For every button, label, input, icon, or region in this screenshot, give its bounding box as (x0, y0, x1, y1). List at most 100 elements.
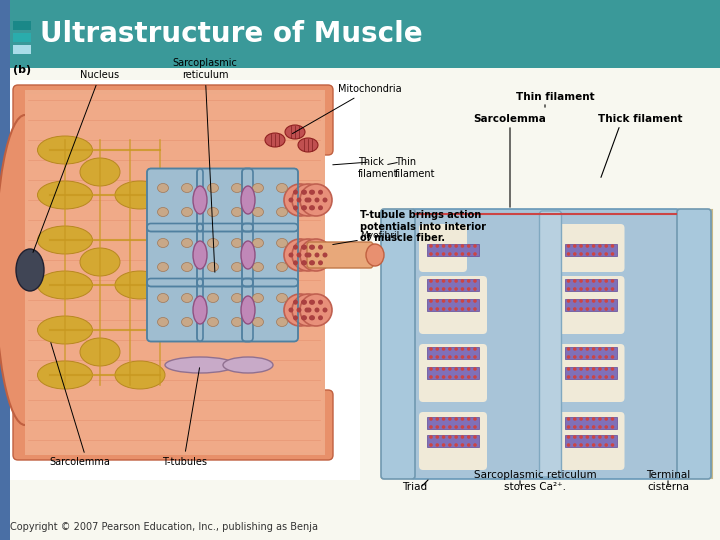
Ellipse shape (207, 262, 218, 272)
Circle shape (442, 244, 446, 248)
Circle shape (307, 307, 312, 313)
Circle shape (302, 190, 307, 195)
Circle shape (297, 253, 302, 258)
Bar (564, 244, 616, 256)
Circle shape (604, 347, 608, 351)
Circle shape (292, 239, 324, 271)
Circle shape (611, 279, 614, 283)
Circle shape (611, 287, 614, 291)
Circle shape (585, 347, 589, 351)
Ellipse shape (298, 138, 318, 152)
Circle shape (567, 355, 570, 359)
Ellipse shape (158, 207, 168, 217)
Circle shape (604, 417, 608, 421)
Ellipse shape (232, 239, 243, 247)
Circle shape (429, 307, 433, 311)
FancyBboxPatch shape (419, 344, 487, 402)
Circle shape (448, 287, 451, 291)
Circle shape (448, 417, 451, 421)
Circle shape (473, 425, 477, 429)
Circle shape (611, 435, 614, 439)
Circle shape (598, 435, 602, 439)
Ellipse shape (181, 184, 192, 192)
Circle shape (611, 443, 614, 447)
Ellipse shape (265, 133, 285, 147)
Text: Terminal
cisterna: Terminal cisterna (646, 470, 690, 492)
Circle shape (567, 279, 570, 283)
Circle shape (467, 252, 470, 256)
Circle shape (461, 443, 464, 447)
Circle shape (461, 244, 464, 248)
Circle shape (461, 435, 464, 439)
Circle shape (289, 253, 294, 258)
Bar (0, 0, 720, 68)
Circle shape (448, 367, 451, 371)
Circle shape (315, 198, 320, 202)
Circle shape (323, 253, 328, 258)
Circle shape (604, 355, 608, 359)
Circle shape (302, 315, 307, 320)
Circle shape (573, 347, 577, 351)
Circle shape (580, 252, 583, 256)
Bar (427, 299, 479, 311)
Bar (427, 417, 479, 429)
Circle shape (309, 300, 314, 305)
Circle shape (297, 198, 302, 202)
Text: Thin filament: Thin filament (516, 92, 594, 102)
Ellipse shape (241, 186, 255, 214)
Circle shape (429, 425, 433, 429)
Circle shape (585, 307, 589, 311)
Circle shape (300, 294, 332, 326)
Circle shape (567, 417, 570, 421)
Circle shape (293, 300, 298, 305)
Circle shape (297, 307, 302, 313)
Circle shape (611, 244, 614, 248)
Circle shape (467, 279, 470, 283)
Bar (13, 21, 31, 30)
Ellipse shape (158, 294, 168, 302)
Circle shape (309, 245, 314, 249)
Circle shape (567, 307, 570, 311)
Circle shape (454, 425, 458, 429)
Bar (427, 435, 479, 447)
Circle shape (567, 435, 570, 439)
FancyBboxPatch shape (419, 412, 487, 470)
Circle shape (323, 307, 328, 313)
Circle shape (573, 375, 577, 379)
Circle shape (436, 367, 439, 371)
Circle shape (300, 184, 332, 216)
Circle shape (318, 315, 323, 320)
Ellipse shape (181, 318, 192, 327)
Circle shape (573, 435, 577, 439)
Text: Ultrastructure of Muscle: Ultrastructure of Muscle (40, 20, 423, 48)
Circle shape (454, 307, 458, 311)
Circle shape (307, 253, 312, 258)
Ellipse shape (276, 207, 287, 217)
Circle shape (318, 300, 323, 305)
Circle shape (573, 307, 577, 311)
Circle shape (448, 347, 451, 351)
Circle shape (598, 287, 602, 291)
Text: Sarcoplasmic reticulum
stores Ca²⁺.: Sarcoplasmic reticulum stores Ca²⁺. (474, 470, 596, 492)
Circle shape (467, 307, 470, 311)
Bar (0, 0, 10, 540)
Circle shape (611, 375, 614, 379)
Circle shape (293, 315, 298, 320)
Circle shape (301, 205, 306, 210)
Text: Myofibril: Myofibril (360, 231, 400, 240)
Circle shape (467, 425, 470, 429)
Text: T-tubule brings action
potentials into interior
of muscle fiber.: T-tubule brings action potentials into i… (360, 210, 486, 243)
Circle shape (592, 299, 595, 303)
Circle shape (436, 425, 439, 429)
Ellipse shape (115, 271, 165, 299)
Circle shape (573, 244, 577, 248)
Circle shape (429, 355, 433, 359)
Circle shape (580, 307, 583, 311)
Text: (b): (b) (13, 65, 31, 75)
FancyBboxPatch shape (419, 224, 467, 272)
FancyBboxPatch shape (13, 85, 333, 155)
Bar (13, 33, 31, 42)
Circle shape (473, 347, 477, 351)
Ellipse shape (181, 239, 192, 247)
Circle shape (461, 425, 464, 429)
